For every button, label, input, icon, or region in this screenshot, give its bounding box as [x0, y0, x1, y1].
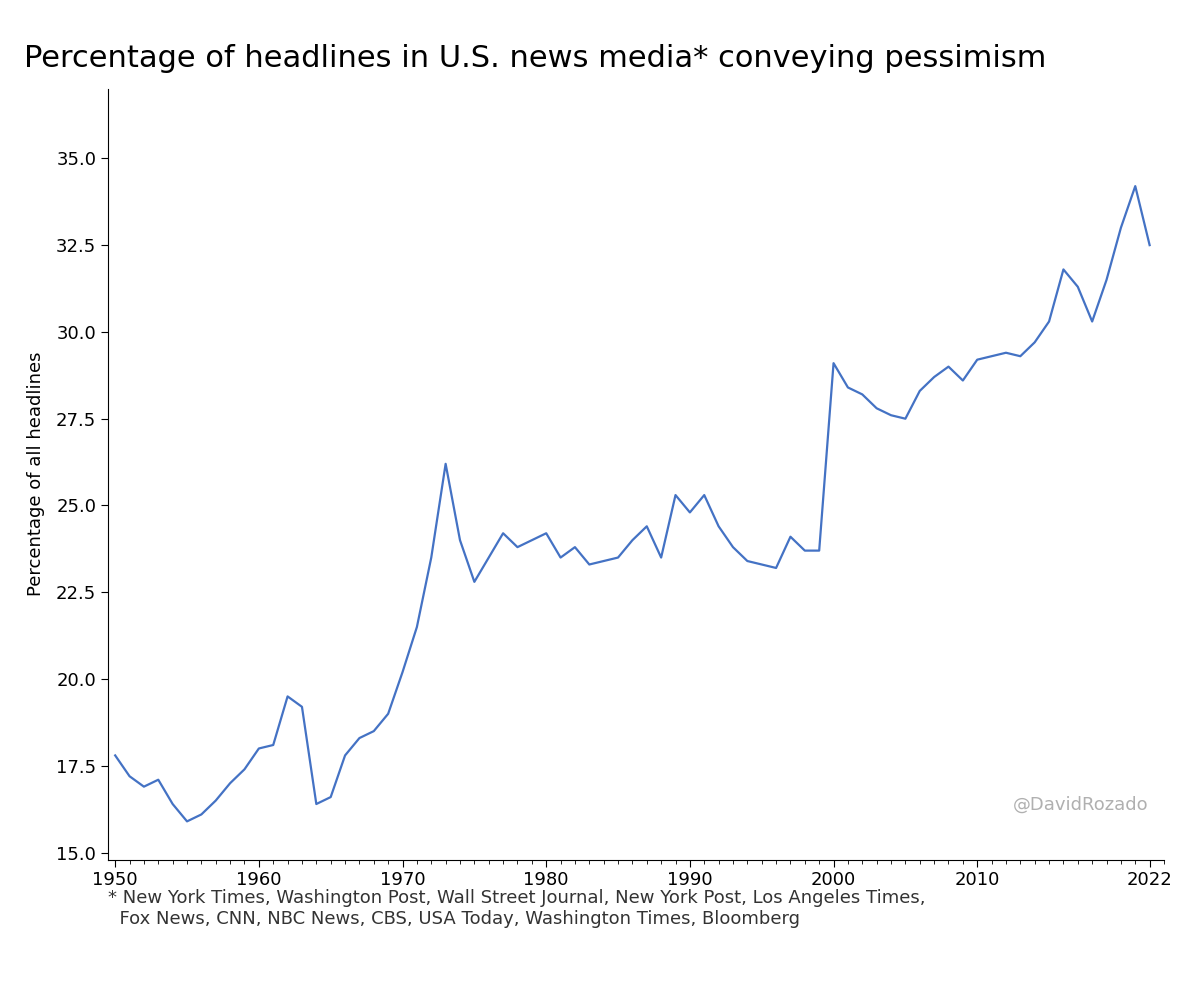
Text: @DavidRozado: @DavidRozado: [1013, 795, 1148, 813]
Text: Percentage of headlines in U.S. news media* conveying pessimism: Percentage of headlines in U.S. news med…: [24, 44, 1046, 73]
Text: * New York Times, Washington Post, Wall Street Journal, New York Post, Los Angel: * New York Times, Washington Post, Wall …: [108, 889, 925, 928]
Y-axis label: Percentage of all headlines: Percentage of all headlines: [26, 352, 44, 597]
